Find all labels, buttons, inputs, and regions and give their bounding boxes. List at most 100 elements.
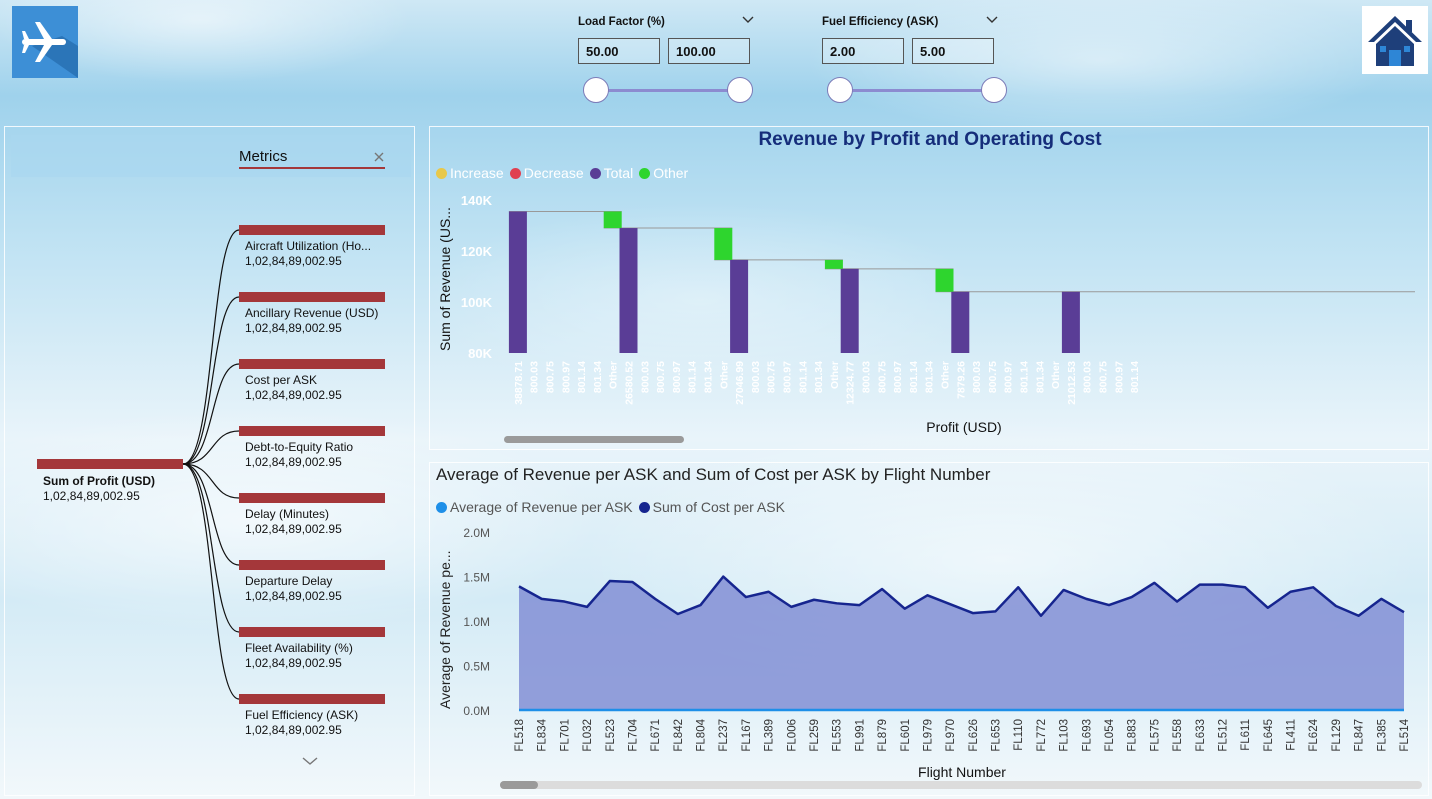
waterfall-bar-total[interactable] — [508, 211, 527, 353]
min-value-input[interactable]: 2.00 — [822, 38, 904, 64]
x-tick-label: 800.75 — [545, 361, 557, 393]
x-tick-label: 800.75 — [987, 361, 999, 393]
min-value-input[interactable]: 50.00 — [578, 38, 660, 64]
root-node-bar[interactable] — [37, 459, 183, 469]
load-factor-slicer[interactable]: Load Factor (%) 50.00 100.00 — [578, 14, 754, 110]
tree-connector — [182, 463, 240, 566]
chevron-down-icon[interactable] — [986, 14, 998, 26]
waterfall-bar-total[interactable] — [840, 268, 859, 353]
legend-item-cost-per-ask[interactable]: Sum of Cost per ASK — [638, 499, 785, 515]
child-node-label: Ancillary Revenue (USD) — [245, 306, 379, 320]
max-value-input[interactable]: 5.00 — [912, 38, 994, 64]
x-tick-label: 801.34 — [1034, 361, 1046, 393]
x-tick-label: FL847 — [1354, 719, 1366, 752]
home-button[interactable] — [1362, 6, 1428, 74]
child-node-bar[interactable] — [239, 694, 385, 704]
y-tick-label: 0.0M — [463, 704, 490, 718]
child-node-value: 1,02,84,89,002.95 — [245, 321, 342, 335]
slider-track[interactable] — [840, 89, 982, 92]
legend-item-increase[interactable]: Increase — [436, 165, 504, 181]
close-icon[interactable] — [373, 151, 385, 163]
tree-connectors — [182, 229, 240, 700]
legend-item-revenue-per-ask[interactable]: Average of Revenue per ASK — [436, 499, 633, 515]
waterfall-bar-total[interactable] — [1061, 291, 1080, 353]
x-tick-label: FL259 — [809, 719, 821, 752]
x-axis-title: Flight Number — [918, 764, 1006, 780]
decomposition-tree-panel[interactable]: Metrics Sum of Profit (USD) 1,02,84,89,0… — [4, 126, 415, 796]
slider-max-handle[interactable] — [727, 77, 753, 103]
area-chart-panel[interactable]: Average of Revenue per ASK and Sum of Co… — [429, 462, 1429, 796]
slicer-title: Load Factor (%) — [578, 16, 665, 28]
waterfall-bar-other[interactable] — [824, 259, 843, 269]
chart-title: Average of Revenue per ASK and Sum of Co… — [436, 465, 991, 484]
waterfall-bar-total[interactable] — [951, 291, 970, 353]
chevron-down-icon[interactable] — [301, 755, 319, 767]
child-node-label: Fleet Availability (%) — [245, 641, 353, 655]
slider-min-handle[interactable] — [583, 77, 609, 103]
cost-per-ask-line[interactable] — [518, 575, 1405, 618]
child-node-bar[interactable] — [239, 426, 385, 436]
x-tick-label: 800.97 — [671, 361, 683, 393]
tree-connector — [182, 463, 240, 499]
waterfall-bar-total[interactable] — [730, 259, 749, 353]
child-node-bar[interactable] — [239, 359, 385, 369]
child-node-bar[interactable] — [239, 627, 385, 637]
max-value-input[interactable]: 100.00 — [668, 38, 750, 64]
child-node-bar[interactable] — [239, 493, 385, 503]
child-node-label: Fuel Efficiency (ASK) — [245, 708, 359, 722]
child-node-label: Cost per ASK — [245, 373, 318, 387]
chart-legend: Increase Decrease Total Other — [436, 165, 688, 181]
x-tick-label: FL842 — [673, 719, 685, 752]
waterfall-bar-total[interactable] — [619, 228, 638, 353]
waterfall-bar-other[interactable] — [603, 211, 622, 229]
x-tick-label: 800.03 — [639, 361, 651, 393]
waterfall-bar-other[interactable] — [935, 268, 954, 292]
child-node-bar[interactable] — [239, 225, 385, 235]
waterfall-chart-panel[interactable]: Revenue by Profit and Operating Cost Inc… — [429, 126, 1429, 450]
slider-track[interactable] — [596, 89, 738, 92]
x-tick-label: 800.75 — [655, 361, 667, 393]
x-tick-label: FL514 — [1399, 718, 1411, 751]
x-tick-label: FL611 — [1240, 719, 1252, 751]
child-node-value: 1,02,84,89,002.95 — [245, 388, 342, 402]
tree-header — [11, 135, 411, 177]
slider-max-handle[interactable] — [981, 77, 1007, 103]
x-tick-label: FL389 — [764, 719, 776, 752]
slider-min-handle[interactable] — [827, 77, 853, 103]
horizontal-scrollbar[interactable] — [500, 781, 538, 789]
child-node-value: 1,02,84,89,002.95 — [245, 723, 342, 737]
legend-item-decrease[interactable]: Decrease — [509, 165, 584, 181]
legend-item-total[interactable]: Total — [589, 165, 633, 181]
waterfall-chart[interactable]: 80K 100K 120K 140K Sum of Revenue (US... 3887… — [430, 127, 1430, 451]
legend-dot — [589, 167, 601, 179]
x-tick-label: 21012.53 — [1066, 361, 1078, 405]
legend-item-other[interactable]: Other — [639, 165, 688, 181]
x-tick-label: FL601 — [900, 719, 912, 752]
waterfall-bar-other[interactable] — [714, 228, 733, 260]
legend-label: Increase — [450, 165, 504, 181]
x-tick-label: FL645 — [1263, 719, 1275, 752]
child-node-bar[interactable] — [239, 560, 385, 570]
x-tick-label: FL553 — [832, 719, 844, 752]
chevron-down-icon[interactable] — [742, 14, 754, 26]
child-node-label: Debt-to-Equity Ratio — [245, 440, 354, 454]
root-node-value: 1,02,84,89,002.95 — [43, 489, 140, 503]
x-tick-label: FL991 — [854, 719, 866, 752]
x-tick-label: FL701 — [559, 719, 571, 752]
x-tick-label: 12324.77 — [845, 361, 857, 405]
child-node-value: 1,02,84,89,002.95 — [245, 656, 342, 670]
x-tick-label: FL804 — [696, 718, 708, 751]
x-tick-label: 800.03 — [1082, 361, 1094, 393]
scrollbar-track[interactable] — [500, 781, 1422, 789]
metrics-header[interactable]: Metrics — [239, 148, 288, 165]
x-tick-label: 800.97 — [892, 361, 904, 393]
x-tick-label: 801.14 — [687, 361, 699, 393]
x-tick-label: FL006 — [786, 719, 798, 752]
horizontal-scrollbar[interactable] — [504, 436, 684, 443]
area-chart[interactable]: 0.0M 0.5M 1.0M 1.5M 2.0M Average of Revenue p… — [430, 463, 1430, 797]
cost-area — [519, 576, 1404, 711]
child-node-value: 1,02,84,89,002.95 — [245, 455, 342, 469]
child-node-bar[interactable] — [239, 292, 385, 302]
x-tick-label: 800.75 — [766, 361, 778, 393]
fuel-efficiency-slicer[interactable]: Fuel Efficiency (ASK) 2.00 5.00 — [822, 14, 1007, 110]
